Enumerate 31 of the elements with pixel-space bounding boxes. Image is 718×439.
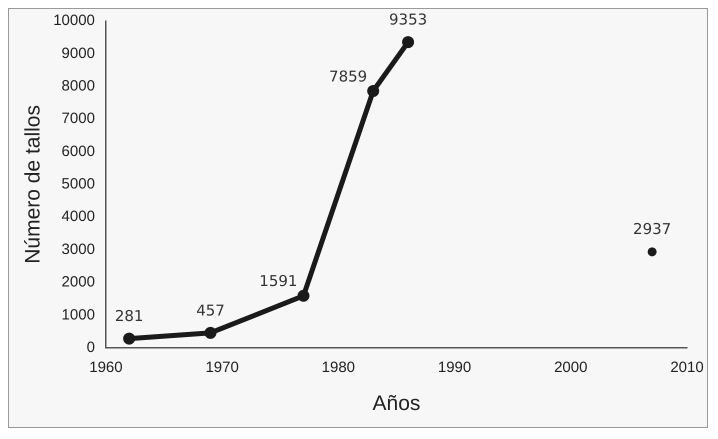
y-axis-title: Número de tallos	[21, 105, 44, 264]
x-tick-label: 1970	[205, 358, 239, 376]
data-label: 7859	[329, 67, 368, 86]
data-label: 9353	[388, 10, 428, 29]
y-tick-label: 9000	[62, 44, 95, 62]
point	[367, 84, 380, 97]
y-tick-label: 4000	[62, 208, 95, 226]
data-label: 281	[114, 307, 144, 326]
x-tick-label: 1980	[322, 358, 356, 376]
point	[123, 332, 136, 345]
data-label: 1591	[259, 272, 298, 290]
data-label: 2937	[633, 220, 672, 238]
y-tick-label: 6000	[62, 142, 95, 160]
point	[204, 326, 217, 339]
x-tick-label: 2000	[554, 358, 588, 376]
y-tick-label: 7000	[62, 110, 95, 128]
x-axis-title: Años	[372, 392, 420, 416]
y-tick-label: 5000	[62, 176, 95, 193]
x-tick-label: 1990	[438, 358, 472, 376]
point	[297, 290, 310, 302]
data-label: 457	[196, 301, 225, 320]
x-tick-label: 2010	[670, 358, 704, 376]
y-tick-label: 3000	[62, 240, 95, 258]
x-tick-label: 1960	[89, 358, 123, 376]
y-tick-label: 1000	[62, 306, 95, 324]
point	[402, 36, 414, 48]
point	[648, 247, 657, 256]
y-tick-label: 8000	[62, 78, 95, 94]
y-tick-label: 0	[86, 338, 95, 356]
y-tick-label: 2000	[62, 274, 95, 291]
y-tick-label: 10000	[53, 12, 95, 30]
